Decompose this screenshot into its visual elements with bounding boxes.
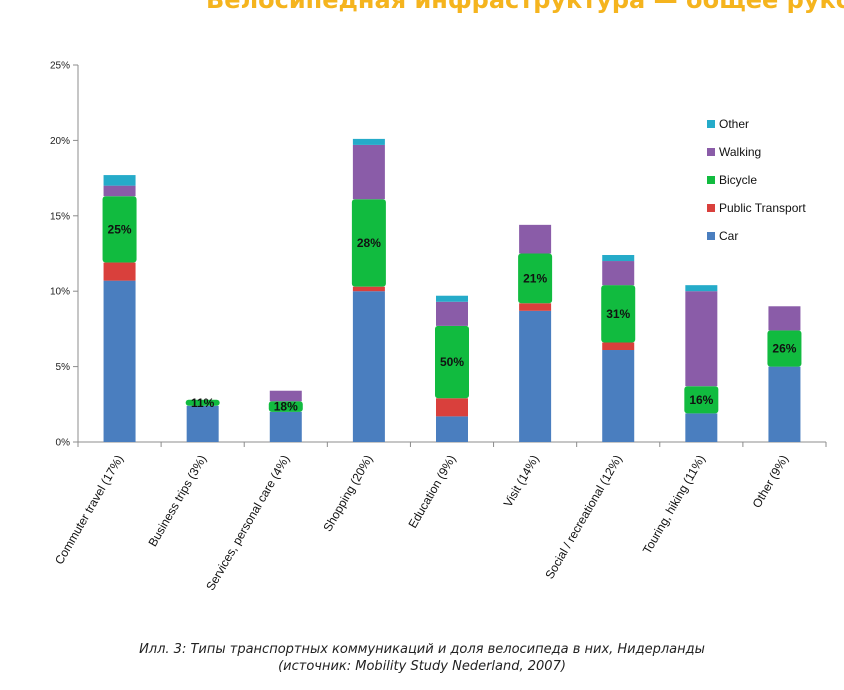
bar-segment-walking [436,301,468,326]
y-tick-label: 20% [50,136,70,147]
legend-label: Other [719,117,749,131]
bar-segment-bicycle [684,386,719,414]
x-tick-label: Commuter travel (17%) [52,452,126,566]
bar-segment-bicycle [185,399,220,406]
bicycle-share-label: 25% [108,222,132,236]
chart-legend: Other Walking Bicycle Public Transport Car [707,117,806,243]
x-tick-label: Other (9%) [750,453,791,511]
bicycle-share-label: 26% [772,342,796,356]
y-tick-label: 0% [56,438,71,449]
bar-segment-bicycle [601,285,636,343]
bar-segment-walking [103,185,136,197]
bar-segment-car [186,405,219,442]
bar-segment-bicycle [518,253,553,304]
bar-segment-public-transport [436,398,468,417]
bicycle-share-label: 16% [689,393,713,407]
figure-caption-source: (источник: Mobility Study Nederland, 200… [278,659,566,674]
x-tick-label: Social / recreational (12%) [542,453,624,582]
bar-segment-public-transport [352,286,385,292]
x-tick-label: Visit (14%) [501,452,542,509]
y-tick-label: 5% [56,362,71,373]
bar-segment-bicycle [102,196,137,263]
page-title: Велосипедная инфраструктура — общее руко [206,0,844,14]
bar-segment-car [685,413,718,442]
bar-segment-walking [685,291,718,387]
bar-segment-car [352,291,385,442]
bar-segment-car [103,280,136,442]
x-tick-label: Services, personal care (4%) [203,452,292,592]
bar-segment-public-transport [519,303,552,311]
stacked-bar-chart: 0% 5% 10% 15% 20% 25% Commuter travel (17%) Bu… [50,61,827,593]
bicycle-share-label: 11% [191,396,215,410]
bar-segment-walking [269,390,302,402]
bicycle-share-label: 50% [440,355,464,369]
legend-label: Car [719,229,738,243]
bar-segment-walking [602,261,635,286]
y-tick-label: 10% [50,287,70,298]
bar-segment-car [436,416,468,442]
bar-segment-bicycle [268,401,303,412]
bar-segment-public-transport [103,262,136,281]
bar-segment-other [436,295,468,302]
x-tick-label: Touring, hiking (11%) [640,453,708,557]
legend-swatch [707,148,715,156]
x-tick-label: Business trips (3%) [145,453,209,550]
bar-segment-bicycle [435,325,469,399]
bar-segment-other [103,175,136,186]
legend-label: Bicycle [719,173,757,187]
x-axis: Commuter travel (17%) Business trips (3%)… [52,441,827,593]
x-tick-label: Shopping (20%) [320,453,375,535]
bicycle-share-label: 28% [357,236,381,250]
legend-label: Walking [719,145,761,159]
bar-segment-walking [519,224,552,254]
legend-swatch [707,204,715,212]
bar-segment-walking [768,306,801,331]
figure-caption: Илл. 3: Типы транспортных коммуникаций и… [139,642,705,657]
bar-segment-other [602,255,635,262]
legend-swatch [707,232,715,240]
bar-segment-car [768,366,801,442]
bar-segment-other [352,138,385,145]
legend-label: Public Transport [719,201,806,215]
x-tick-label: Education (9%) [405,453,458,531]
bar-segment-car [602,350,635,442]
bicycle-share-label: 21% [523,271,547,285]
bicycle-share-label: 31% [606,307,630,321]
bicycle-share-label: 18% [274,400,298,414]
legend-swatch [707,120,715,128]
legend-swatch [707,176,715,184]
y-tick-label: 25% [50,61,70,72]
bar-segment-car [269,411,302,442]
bar-segment-car [519,310,552,442]
bar-segment-public-transport [602,342,635,351]
bar-segment-other [685,285,718,292]
bar-segment-bicycle [767,330,802,367]
bar-segment-walking [352,144,385,200]
bar-stacks [102,138,802,442]
y-axis: 0% 5% 10% 15% 20% 25% [50,61,79,449]
bar-segment-bicycle [351,199,386,287]
y-tick-label: 15% [50,211,70,222]
bicycle-share-labels: 25% 11% 18% 28% 50% 21% 31% 16% 26% [108,222,797,413]
